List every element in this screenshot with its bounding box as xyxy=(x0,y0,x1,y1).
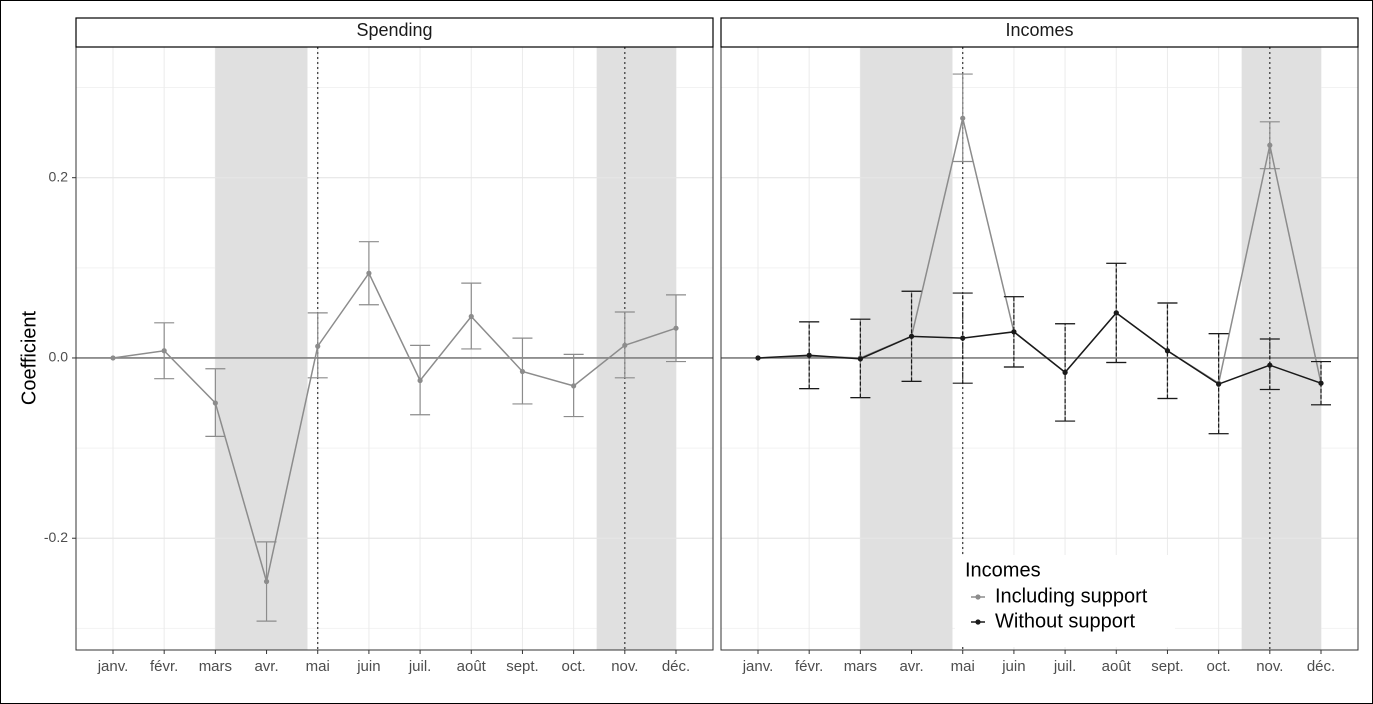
x-tick-label: oct. xyxy=(1207,658,1231,675)
point xyxy=(1318,380,1324,386)
point xyxy=(1267,362,1273,368)
x-tick-label: juin xyxy=(1001,658,1025,675)
x-tick-label: févr. xyxy=(795,658,823,675)
legend-label: Without support xyxy=(995,610,1136,632)
point xyxy=(1216,381,1222,387)
point xyxy=(806,352,812,358)
x-tick-label: juin xyxy=(356,658,380,675)
x-tick-label: juil. xyxy=(408,658,432,675)
y-tick-label: 0.2 xyxy=(49,168,69,184)
strip xyxy=(720,17,1359,48)
point xyxy=(1062,369,1068,375)
point xyxy=(857,356,863,362)
y-tick-label: -0.2 xyxy=(44,529,68,545)
point xyxy=(263,578,270,585)
y-tick-label: 0.0 xyxy=(49,349,69,365)
strip-title: Incomes xyxy=(1005,20,1073,40)
shaded-period xyxy=(860,47,953,650)
panel: -0.2 0.0 0.2 Spending janv. févr. mars avr. mai j… xyxy=(44,17,714,675)
point xyxy=(161,348,167,354)
point xyxy=(908,333,915,339)
point xyxy=(366,270,372,276)
y-axis-label: Coefficient xyxy=(18,310,40,405)
x-tick-label: sept. xyxy=(506,658,539,675)
series-line xyxy=(757,311,1322,385)
x-tick-label: juil. xyxy=(1053,658,1077,675)
x-tick-label: avr. xyxy=(254,658,278,675)
point xyxy=(315,343,321,349)
x-tick-label: févr. xyxy=(150,658,178,675)
legend-title: Incomes xyxy=(965,559,1041,581)
x-tick-label: nov. xyxy=(611,658,638,675)
x-tick-label: oct. xyxy=(562,658,586,675)
point xyxy=(468,313,474,320)
error-bar xyxy=(1003,296,1024,368)
error-bar xyxy=(1157,302,1178,400)
legend: Incomes Including support Without support xyxy=(955,555,1175,647)
panel: Incomes janv. févr. mars avr. mai juin juil. aoû… xyxy=(720,17,1359,675)
x-tick-label: avr. xyxy=(899,658,923,675)
legend-marker xyxy=(975,619,981,625)
strip xyxy=(75,17,714,48)
shaded-period xyxy=(215,47,308,650)
x-tick-label: nov. xyxy=(1256,658,1283,675)
legend-box xyxy=(955,555,1175,647)
point xyxy=(622,342,628,348)
x-tick-label: déc. xyxy=(662,658,690,675)
x-tick-label: déc. xyxy=(1307,658,1335,675)
x-tick-label: janv. xyxy=(97,658,129,675)
x-tick-label: août xyxy=(457,658,487,675)
shaded-period xyxy=(596,47,676,650)
point xyxy=(1011,329,1017,335)
shaded-period xyxy=(1241,47,1321,650)
point xyxy=(755,355,761,361)
x-tick-label: janv. xyxy=(742,658,774,675)
point xyxy=(519,368,526,375)
point xyxy=(673,325,679,331)
point xyxy=(110,355,116,361)
x-tick-label: mai xyxy=(306,658,330,675)
point xyxy=(1113,310,1119,316)
x-tick-label: mai xyxy=(951,658,975,675)
x-tick-label: sept. xyxy=(1151,658,1184,675)
point xyxy=(571,383,577,389)
legend-marker xyxy=(975,594,981,600)
x-tick-label: mars xyxy=(199,658,232,675)
point xyxy=(417,377,423,384)
point xyxy=(1267,142,1273,148)
legend-label: Including support xyxy=(995,585,1148,607)
x-tick-label: août xyxy=(1102,658,1132,675)
point xyxy=(212,400,218,406)
series-line xyxy=(112,271,677,582)
point xyxy=(960,115,966,121)
point xyxy=(960,335,966,341)
point xyxy=(1164,348,1171,354)
strip-title: Spending xyxy=(356,20,432,40)
x-tick-label: mars xyxy=(844,658,877,675)
